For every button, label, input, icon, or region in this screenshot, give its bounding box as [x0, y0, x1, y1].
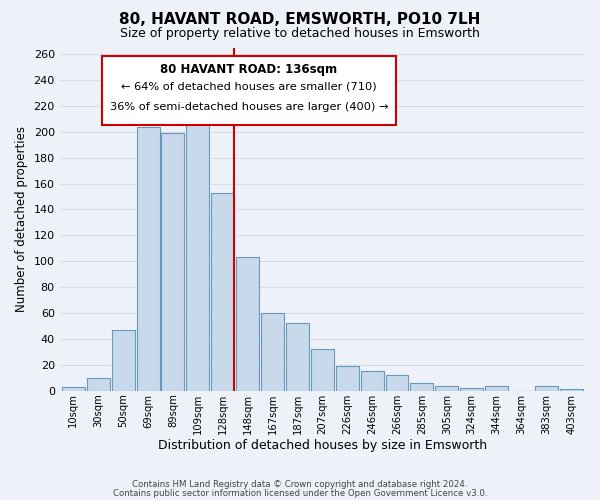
FancyBboxPatch shape	[101, 56, 396, 124]
Text: 36% of semi-detached houses are larger (400) →: 36% of semi-detached houses are larger (…	[110, 102, 388, 113]
Bar	[112, 330, 134, 391]
Bar	[236, 258, 259, 391]
Bar	[485, 386, 508, 391]
Bar	[535, 386, 558, 391]
Bar	[187, 124, 209, 391]
Bar	[261, 313, 284, 391]
Bar	[211, 192, 234, 391]
Y-axis label: Number of detached properties: Number of detached properties	[15, 126, 28, 312]
Bar	[87, 378, 110, 391]
Bar	[336, 366, 359, 391]
Bar	[361, 372, 383, 391]
Bar	[62, 387, 85, 391]
Text: Contains HM Land Registry data © Crown copyright and database right 2024.: Contains HM Land Registry data © Crown c…	[132, 480, 468, 489]
Text: Size of property relative to detached houses in Emsworth: Size of property relative to detached ho…	[120, 28, 480, 40]
Bar	[386, 375, 409, 391]
Bar	[436, 386, 458, 391]
Bar	[286, 324, 309, 391]
Bar	[311, 350, 334, 391]
Text: Contains public sector information licensed under the Open Government Licence v3: Contains public sector information licen…	[113, 488, 487, 498]
Bar	[560, 390, 583, 391]
Bar	[410, 383, 433, 391]
Text: 80, HAVANT ROAD, EMSWORTH, PO10 7LH: 80, HAVANT ROAD, EMSWORTH, PO10 7LH	[119, 12, 481, 28]
X-axis label: Distribution of detached houses by size in Emsworth: Distribution of detached houses by size …	[158, 440, 487, 452]
Text: ← 64% of detached houses are smaller (710): ← 64% of detached houses are smaller (71…	[121, 82, 377, 92]
Bar	[161, 133, 184, 391]
Bar	[137, 126, 160, 391]
Text: 80 HAVANT ROAD: 136sqm: 80 HAVANT ROAD: 136sqm	[160, 63, 337, 76]
Bar	[460, 388, 483, 391]
